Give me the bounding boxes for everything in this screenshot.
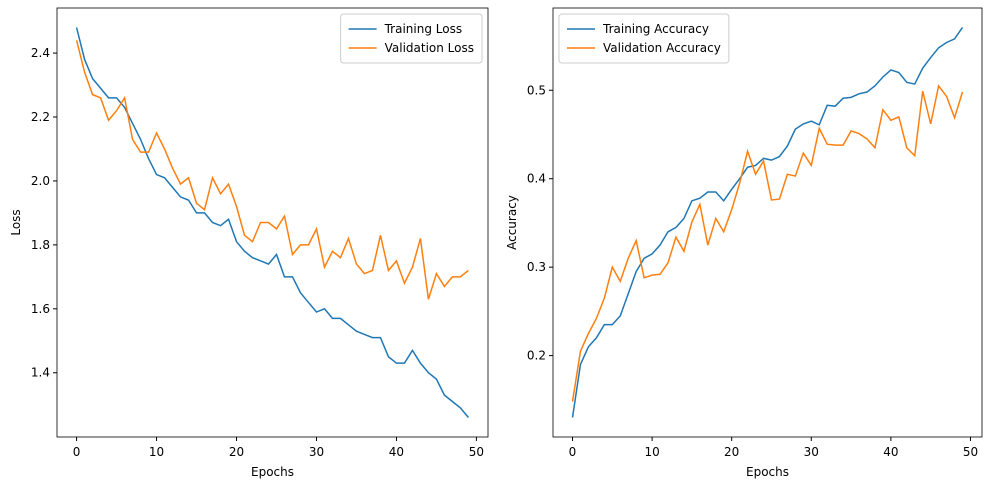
x-tick-label: 10	[149, 445, 164, 459]
legend-label: Training Loss	[384, 22, 462, 36]
x-tick-label: 30	[804, 445, 819, 459]
legend-label: Validation Loss	[385, 41, 474, 55]
y-tick-label: 0.3	[527, 260, 546, 274]
series-line	[75, 27, 469, 418]
series-line	[571, 84, 964, 402]
series-line	[571, 27, 964, 418]
x-tick-label: 20	[229, 445, 244, 459]
subplot: 0 10 20 30 40 50 1.4 1.6 1.8 2.0 2.2 2.4 Epochs Loss T…	[9, 7, 489, 479]
legend-label: Validation Accuracy	[603, 41, 721, 55]
y-tick-label: 0.5	[527, 83, 546, 97]
axes-frame	[552, 7, 983, 438]
x-tick-label: 30	[309, 445, 324, 459]
axes-frame	[56, 7, 489, 438]
legend-label: Training Accuracy	[602, 22, 709, 36]
legend-frame	[340, 13, 483, 64]
y-tick-label: 2.0	[31, 174, 50, 188]
y-axis-label: Loss	[9, 209, 23, 235]
y-tick-label: 2.2	[31, 110, 50, 124]
x-tick-label: 50	[469, 445, 484, 459]
y-tick-label: 1.6	[31, 302, 50, 316]
legend: Training Loss Validation Loss	[340, 13, 483, 64]
subplot: 0 10 20 30 40 50 0.2 0.3 0.4 0.5 Epochs Accuracy Tra…	[505, 7, 983, 479]
x-tick-label: 20	[724, 445, 739, 459]
y-tick-label: 1.8	[31, 238, 50, 252]
x-tick-label: 40	[883, 445, 898, 459]
y-tick-label: 2.4	[31, 46, 50, 60]
x-axis-label: Epochs	[251, 465, 294, 479]
x-tick-label: 50	[963, 445, 978, 459]
y-tick-label: 0.2	[527, 349, 546, 363]
x-tick-label: 0	[569, 445, 577, 459]
x-axis-label: Epochs	[746, 465, 789, 479]
legend: Training Accuracy Validation Accuracy	[558, 13, 730, 64]
legend-frame	[558, 13, 730, 64]
x-tick-label: 10	[644, 445, 659, 459]
y-tick-label: 1.4	[31, 366, 50, 380]
x-tick-label: 0	[73, 445, 81, 459]
y-tick-label: 0.4	[527, 172, 546, 186]
y-axis-label: Accuracy	[505, 195, 519, 250]
series-line	[75, 40, 469, 300]
x-tick-label: 40	[389, 445, 404, 459]
